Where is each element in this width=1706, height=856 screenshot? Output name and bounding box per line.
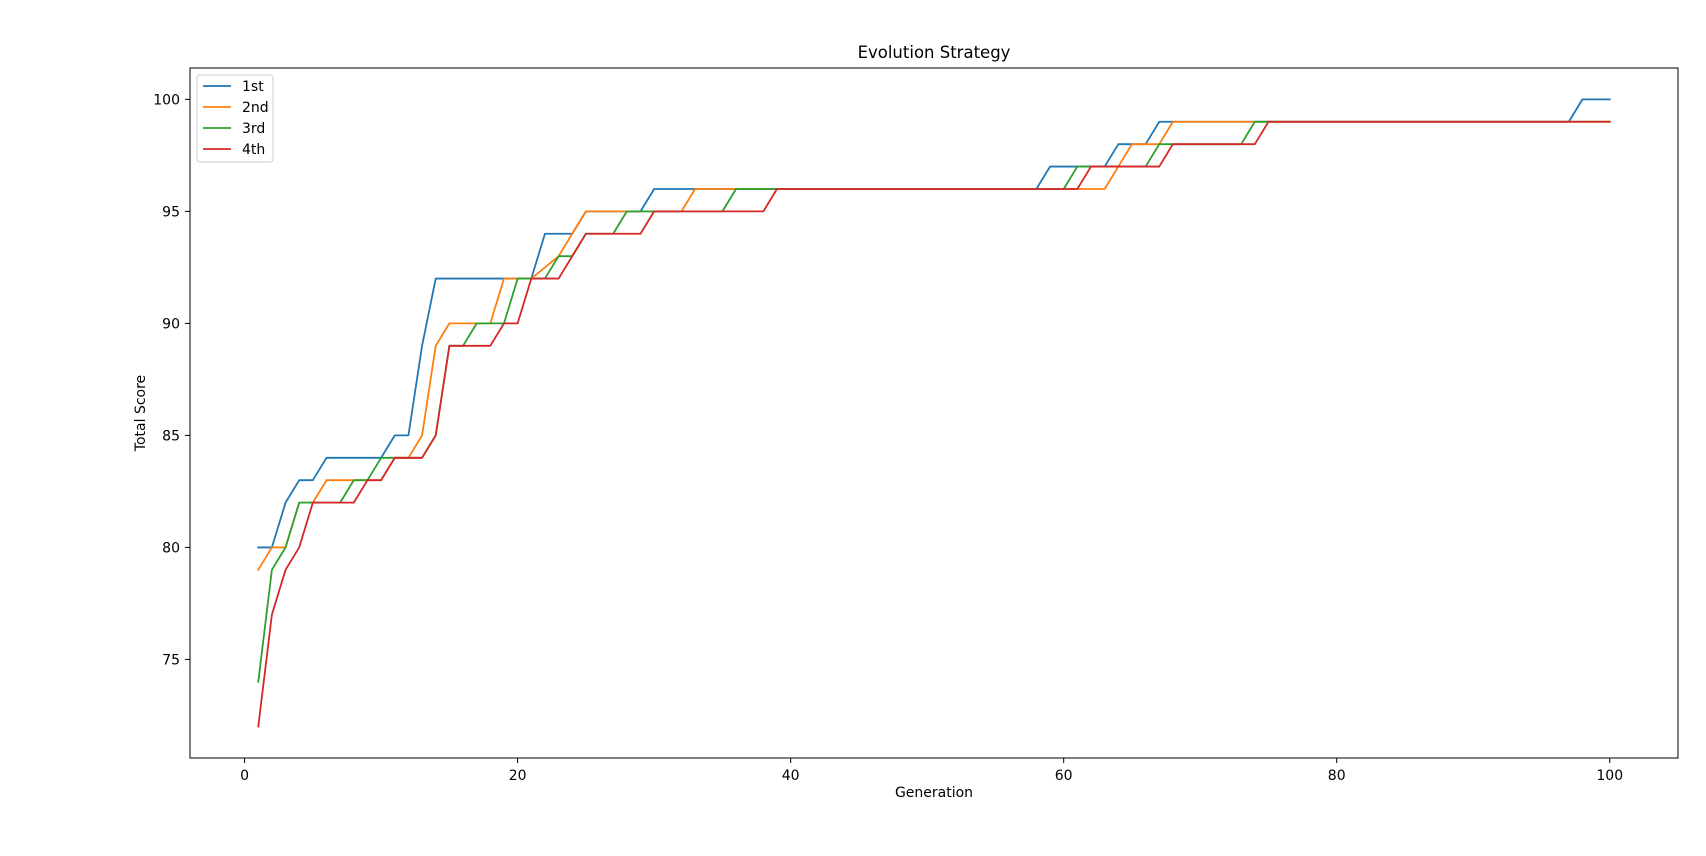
series-layer (257, 98, 1611, 728)
y-tick-label: 85 (162, 428, 180, 444)
series-line-4th (257, 120, 1611, 728)
x-tick-label: 100 (1596, 768, 1623, 784)
legend-label-4th: 4th (242, 142, 265, 158)
x-tick-label: 0 (240, 768, 249, 784)
legend: 1st 2nd 3rd 4th (196, 74, 274, 163)
x-axis-ticks: 0 20 40 60 80 100 (240, 758, 1623, 784)
y-tick-label: 80 (162, 540, 180, 556)
x-tick-label: 40 (782, 768, 800, 784)
y-axis-ticks: 75 80 85 90 95 100 (153, 92, 190, 668)
y-tick-label: 90 (162, 316, 180, 332)
y-tick-label: 75 (162, 652, 180, 668)
legend-label-2nd: 2nd (242, 100, 269, 116)
y-tick-label: 95 (162, 204, 180, 220)
x-axis-label: Generation (895, 785, 973, 801)
y-axis-label: Total Score (133, 375, 149, 452)
legend-label-1st: 1st (242, 79, 264, 95)
series-line-1st (257, 98, 1611, 549)
chart-title: Evolution Strategy (858, 43, 1011, 62)
x-tick-label: 60 (1055, 768, 1073, 784)
plot-frame (189, 67, 1679, 759)
legend-label-3rd: 3rd (242, 121, 265, 137)
y-tick-label: 100 (153, 92, 180, 108)
x-tick-label: 80 (1328, 768, 1346, 784)
legend-box (196, 74, 274, 163)
x-tick-label: 20 (509, 768, 527, 784)
